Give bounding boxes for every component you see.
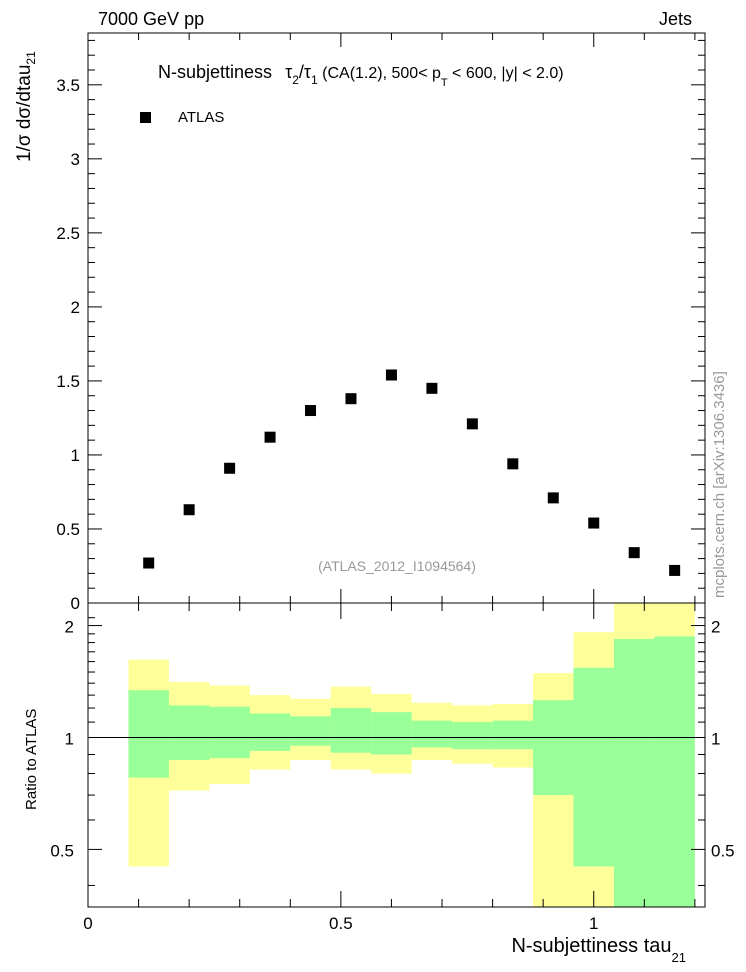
ratio-band-stat [290, 716, 331, 746]
ratio-band-stat [613, 639, 655, 907]
main-y-tick-label: 0 [71, 594, 80, 613]
ratio-x-axis-label: N-subjettiness tau21 [511, 935, 686, 965]
main-marks [143, 369, 681, 576]
data-point [426, 382, 438, 394]
ratio-band-stat [533, 700, 574, 796]
ratio-y-tick-label: 2 [65, 618, 74, 637]
ratio-band-stat [209, 706, 250, 759]
main-y-tick-label: 2.5 [56, 224, 80, 243]
ratio-band-stat [249, 713, 291, 751]
data-point [385, 369, 397, 381]
header-right: Jets [659, 9, 692, 29]
data-point [305, 405, 317, 417]
ratio-band-stat [411, 720, 453, 748]
ratio-y-axis-label: Ratio to ATLAS [23, 709, 40, 810]
ratio-y-tick-label: 1 [65, 729, 74, 748]
ratio-band-stat [128, 690, 169, 778]
main-panel: 0 0.5 1 1.5 2 2.5 3 3.5 N-subjettiness τ2/τ1 (C… [14, 32, 706, 613]
ratio-band-stat [573, 667, 614, 867]
main-title: N-subjettiness τ2/τ1 (CA(1.2), 500< pT <… [158, 62, 564, 89]
ratio-band-stat [168, 705, 210, 760]
main-y-tick-label: 3.5 [56, 76, 80, 95]
legend-marker [140, 112, 151, 123]
ratio-x-tick-label: 0 [83, 914, 92, 933]
data-point [588, 517, 600, 529]
data-point [547, 492, 559, 504]
data-point [466, 418, 478, 430]
ratio-x-tick-label: 0.5 [329, 914, 353, 933]
header-left: 7000 GeV pp [98, 9, 204, 29]
main-y-tick-label: 0.5 [56, 520, 80, 539]
main-y-axis-label: 1/σ dσ/dtau21 [14, 51, 38, 162]
main-y-tick-label: 2 [71, 298, 80, 317]
data-point [183, 504, 195, 516]
ratio-x-tick-label: 1 [589, 914, 598, 933]
ratio-band-stat [654, 636, 695, 907]
ratio-frame [87, 602, 706, 908]
ratio-band-stat [330, 708, 372, 753]
watermark: (ATLAS_2012_I1094564) [318, 558, 476, 574]
ratio-axes: 0.5 0.5 1 1 2 2 0 0.5 1 [50, 603, 735, 933]
ratio-band-stat [452, 722, 493, 750]
main-y-tick-label: 3 [71, 150, 80, 169]
data-point [224, 462, 236, 474]
ratio-y-tick-label-right: 1 [711, 729, 720, 748]
ratio-y-tick-label: 0.5 [50, 841, 74, 860]
data-point [143, 557, 155, 569]
main-y-tick-label: 1.5 [56, 372, 80, 391]
ratio-y-tick-label-right: 0.5 [711, 841, 735, 860]
ratio-y-tick-label-right: 2 [711, 618, 720, 637]
data-point [264, 431, 276, 443]
ratio-band-stat [492, 720, 534, 750]
ratio-bands [128, 603, 695, 907]
data-point [345, 393, 357, 405]
ratio-band-stat [371, 712, 412, 755]
data-point [628, 547, 640, 559]
legend-label: ATLAS [178, 109, 224, 126]
data-point [669, 564, 681, 576]
main-axes: 0 0.5 1 1.5 2 2.5 3 3.5 [56, 33, 705, 613]
ratio-panel: 0.5 0.5 1 1 2 2 0 0.5 1 Ratio to ATLAS N-subjett… [23, 602, 735, 965]
data-point [507, 458, 519, 470]
main-y-tick-label: 1 [71, 446, 80, 465]
side-credit: mcplots.cern.ch [arXiv:1306.3436] [711, 371, 728, 598]
